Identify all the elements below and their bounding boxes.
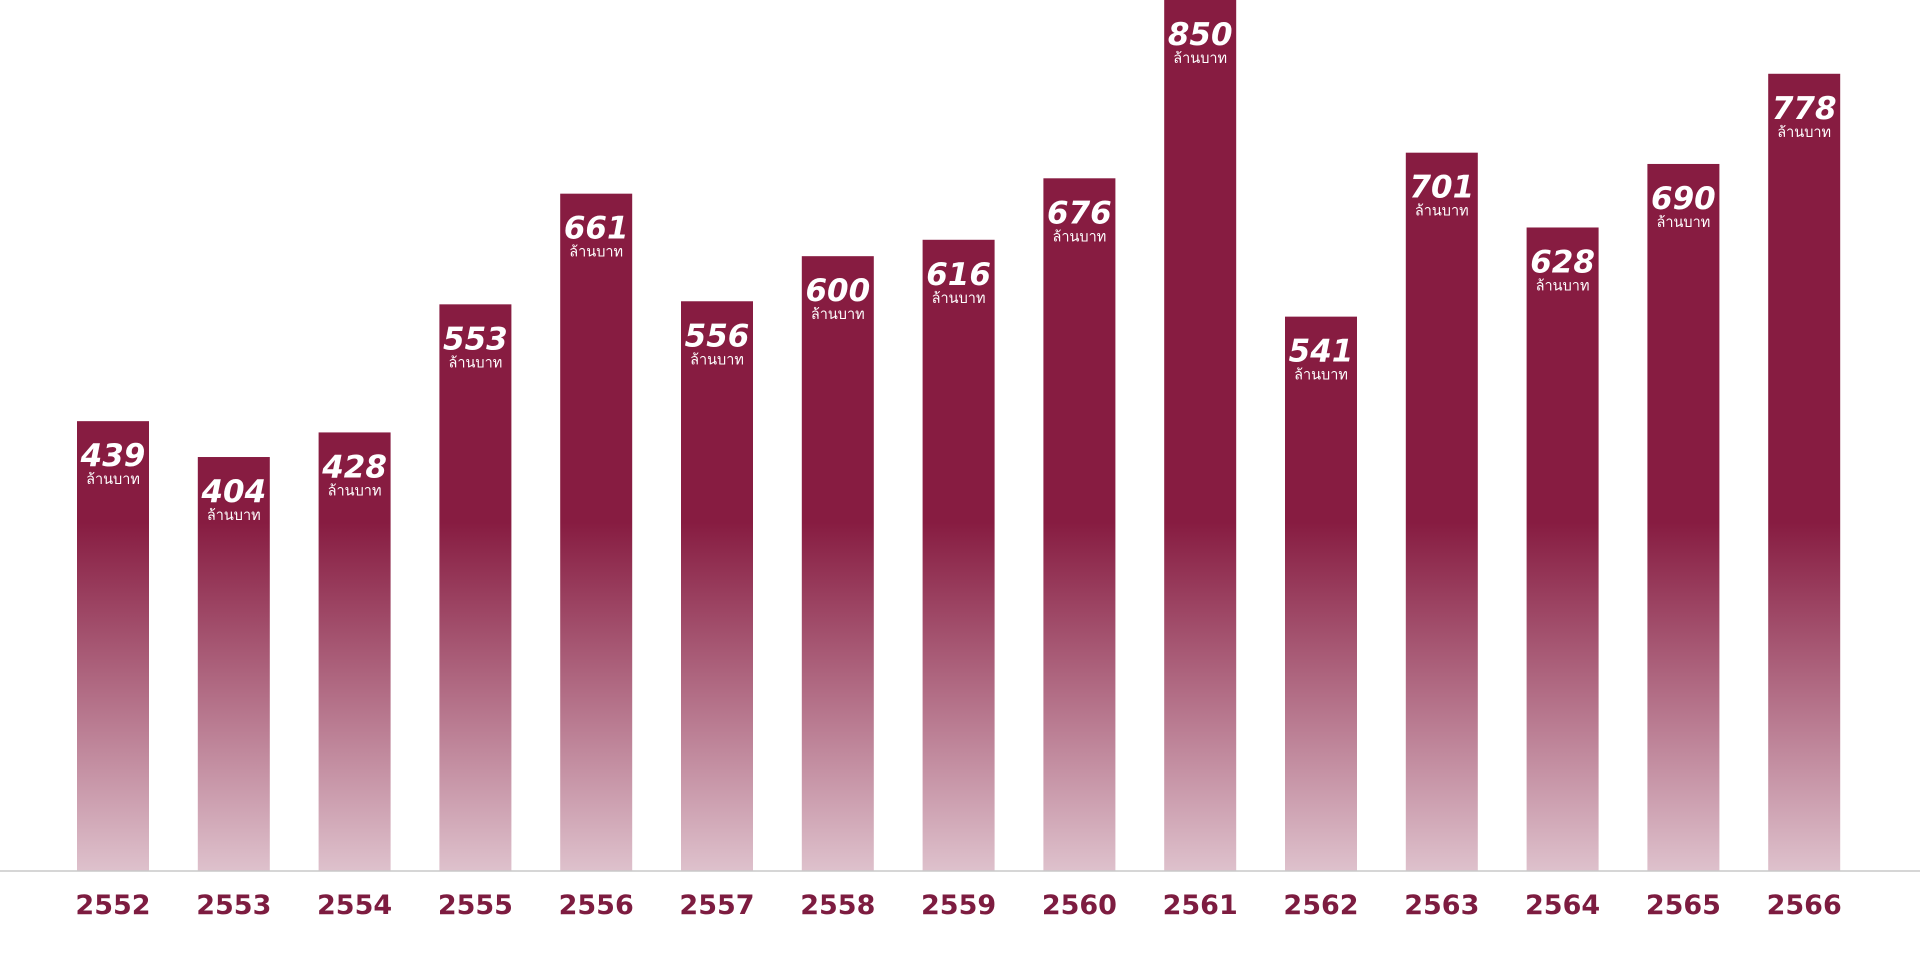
bar-unit-label: ล้านบาท bbox=[448, 354, 502, 371]
bar-value-label: 676 bbox=[1047, 195, 1112, 231]
bar-unit-label: ล้านบาท bbox=[1052, 228, 1106, 245]
bar-2564 bbox=[1526, 227, 1599, 871]
x-tick-label: 2558 bbox=[800, 890, 875, 921]
x-tick-label: 2565 bbox=[1646, 890, 1721, 921]
bar-unit-label: ล้านบาท bbox=[1777, 124, 1831, 141]
bar-value-label: 428 bbox=[321, 449, 387, 485]
bar-2562 bbox=[1285, 316, 1357, 871]
bar-unit-label: ล้านบาท bbox=[328, 482, 382, 499]
bar-2560 bbox=[1043, 178, 1116, 871]
bar-2553 bbox=[197, 457, 270, 871]
bar-2558 bbox=[801, 256, 874, 871]
bar-value-label: 541 bbox=[1289, 334, 1354, 370]
bar-value-label: 616 bbox=[926, 257, 991, 293]
x-tick-label: 2560 bbox=[1042, 890, 1117, 921]
bar-2559 bbox=[922, 239, 995, 871]
bar-value-label: 553 bbox=[443, 321, 508, 357]
bar-unit-label: ล้านบาท bbox=[690, 351, 744, 368]
x-tick-label: 2564 bbox=[1525, 890, 1600, 921]
x-tick-label: 2556 bbox=[559, 890, 634, 921]
bar-value-label: 628 bbox=[1530, 244, 1595, 280]
x-tick-label: 2562 bbox=[1283, 890, 1358, 921]
bar-unit-label: ล้านบาท bbox=[1536, 277, 1590, 294]
bar-value-label: 701 bbox=[1409, 170, 1474, 206]
x-tick-label: 2559 bbox=[921, 890, 996, 921]
x-tick-label: 2552 bbox=[75, 890, 150, 921]
bar-unit-label: ล้านบาท bbox=[207, 507, 261, 524]
x-tick-label: 2553 bbox=[196, 890, 271, 921]
bar-value-label: 661 bbox=[564, 211, 629, 247]
bar-unit-label: ล้านบาท bbox=[569, 244, 623, 261]
bar-value-label: 556 bbox=[685, 318, 750, 354]
bar-unit-label: ล้านบาท bbox=[1656, 214, 1710, 231]
bar-2552 bbox=[77, 421, 149, 871]
bar-value-label: 439 bbox=[80, 438, 146, 474]
bar-2554 bbox=[318, 432, 391, 871]
bar-value-label: 850 bbox=[1168, 17, 1233, 53]
bar-2565 bbox=[1647, 163, 1720, 871]
x-axis-labels: 2552 2553 2554 2555 2556 2557 2558 2559 2560 2561… bbox=[75, 890, 1841, 921]
bar-unit-label: ล้านบาท bbox=[1173, 50, 1227, 67]
x-tick-label: 2555 bbox=[438, 890, 513, 921]
bar-unit-label: ล้านบาท bbox=[86, 471, 140, 488]
bar-2557 bbox=[681, 301, 753, 871]
x-tick-label: 2554 bbox=[317, 890, 392, 921]
bar-2555 bbox=[439, 304, 512, 871]
bar-2556 bbox=[560, 193, 633, 871]
bar-2563 bbox=[1405, 152, 1478, 872]
bar-unit-label: ล้านบาท bbox=[811, 306, 865, 323]
bar-2561 bbox=[1164, 0, 1237, 871]
bar-2566 bbox=[1768, 73, 1841, 872]
bar-unit-label: ล้านบาท bbox=[932, 290, 986, 307]
x-tick-label: 2561 bbox=[1163, 890, 1238, 921]
bar-value-label: 404 bbox=[200, 474, 266, 510]
bar-value-label: 690 bbox=[1651, 181, 1716, 217]
bar-value-label: 778 bbox=[1772, 91, 1837, 127]
bar-unit-label: ล้านบาท bbox=[1294, 367, 1348, 384]
x-tick-label: 2566 bbox=[1767, 890, 1842, 921]
x-tick-label: 2557 bbox=[679, 890, 754, 921]
bar-value-label: 600 bbox=[805, 273, 870, 309]
bar-unit-label: ล้านบาท bbox=[1415, 203, 1469, 220]
x-tick-label: 2563 bbox=[1404, 890, 1479, 921]
